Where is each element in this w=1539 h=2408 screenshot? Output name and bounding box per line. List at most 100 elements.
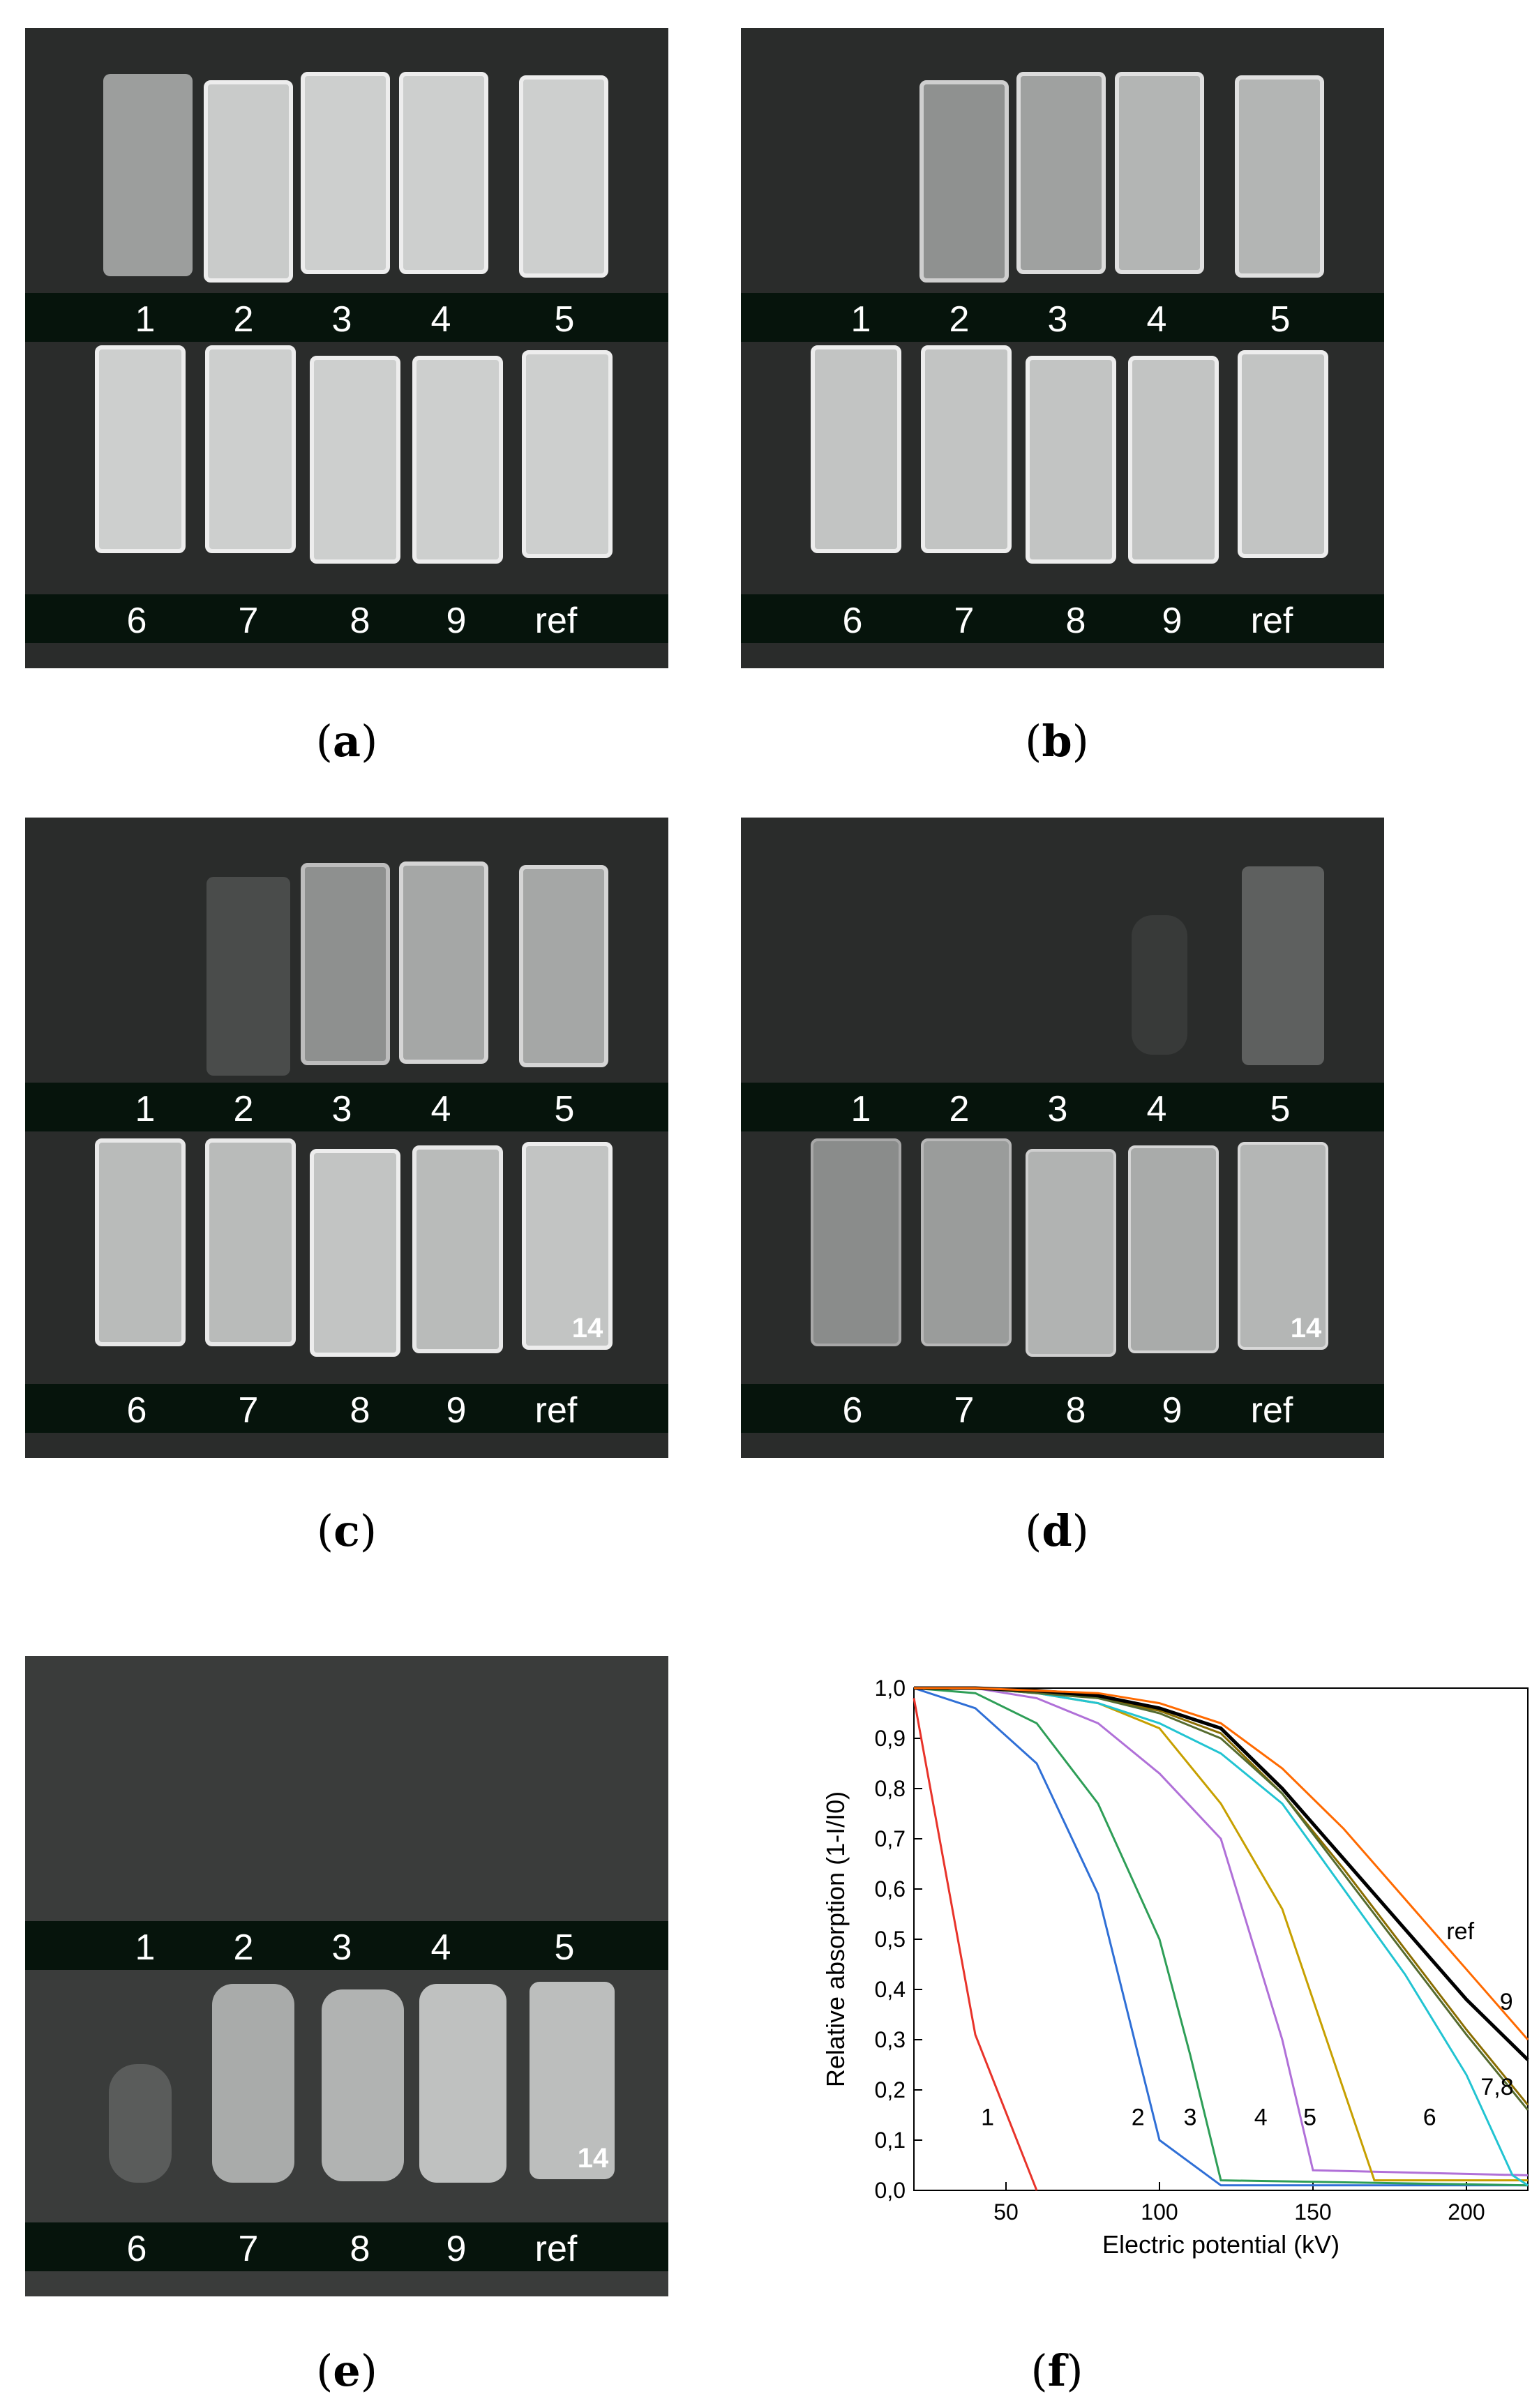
panel-b-image: 1 2 3 4 5 6 7 8 9 ref: [741, 28, 1384, 668]
label-2: 2: [233, 1089, 254, 1129]
absorption-chart: 50 100 150 200 0,0 0,1 0,2 0,3 0,4 0,5 0,6 0,7 0,8 0,…: [802, 1660, 1539, 2274]
label-9: 9: [446, 601, 467, 641]
y-tick-label: 0,0: [875, 2178, 906, 2203]
label-band-top: [25, 1083, 668, 1131]
y-tick-label: 0,3: [875, 2027, 906, 2052]
label-4: 4: [1146, 299, 1167, 340]
label-5: 5: [554, 1927, 575, 1968]
y-tick-label: 1,0: [875, 1676, 906, 1701]
label-5: 5: [1270, 299, 1291, 340]
series-label-3: 3: [1184, 2104, 1197, 2130]
label-3: 3: [331, 1927, 352, 1968]
label-ref: ref: [1250, 601, 1293, 641]
sample-7: [921, 345, 1012, 553]
sample-9: [419, 1984, 506, 2183]
sample-7: [205, 345, 296, 553]
x-tick-label: 100: [1141, 2199, 1178, 2225]
sample-5: [519, 865, 608, 1067]
series-label-2: 2: [1132, 2104, 1145, 2130]
sample-ref: [1238, 1142, 1328, 1350]
series-label-5: 5: [1303, 2104, 1316, 2130]
label-8: 8: [1065, 601, 1086, 641]
sample-8: [310, 356, 400, 564]
label-7: 7: [238, 2229, 259, 2269]
sample-8: [1026, 1149, 1116, 1357]
series-1-line: [913, 1698, 1038, 2191]
sample-ref: [522, 350, 613, 558]
series-label-9: 9: [1500, 1989, 1513, 2015]
sample-2: [204, 80, 293, 283]
series-label-6: 6: [1423, 2104, 1436, 2130]
label-ref: ref: [534, 2229, 578, 2269]
label-3: 3: [1047, 1089, 1068, 1129]
series-label-4: 4: [1254, 2104, 1268, 2130]
label-8: 8: [350, 601, 370, 641]
sample-2: [919, 80, 1009, 283]
series-label-ref: ref: [1446, 1918, 1474, 1945]
y-tick-label: 0,7: [875, 1826, 906, 1851]
label-1: 1: [135, 1089, 156, 1129]
series-ref-line: [914, 1687, 1529, 2040]
y-tick-label: 0,5: [875, 1927, 906, 1952]
sample-ref: [530, 1982, 615, 2179]
label-2: 2: [949, 299, 970, 340]
series-3-line: [913, 1687, 1529, 2187]
label-band-top: [741, 293, 1384, 342]
label-4: 4: [430, 299, 451, 340]
sample-7: [921, 1138, 1012, 1346]
label-6: 6: [842, 601, 863, 641]
y-tick-label: 0,2: [875, 2077, 906, 2102]
sample-7: [212, 1984, 294, 2183]
label-9: 9: [446, 2229, 467, 2269]
sample-5: [1242, 866, 1324, 1065]
label-4: 4: [1146, 1089, 1167, 1129]
series-8-line: [914, 1687, 1529, 2111]
series-label-1: 1: [981, 2104, 994, 2130]
sample-3: [301, 863, 390, 1065]
label-7: 7: [954, 601, 975, 641]
y-tick-label: 0,9: [875, 1726, 906, 1751]
panel-a-image: 1 2 3 4 5 6 7 8 9 ref: [25, 28, 668, 668]
label-7: 7: [238, 1390, 259, 1431]
sample-6: [95, 1138, 186, 1346]
series-2-line: [913, 1687, 1528, 2187]
label-ref: ref: [534, 1390, 578, 1431]
y-tick-label: 0,4: [875, 1977, 906, 2002]
label-band-top: [25, 293, 668, 342]
sample-2: [207, 877, 290, 1076]
label-band-top: [741, 1083, 1384, 1131]
sample-9: [1128, 356, 1219, 564]
label-9: 9: [1162, 1390, 1183, 1431]
caption-b: (b): [1025, 716, 1089, 767]
label-5: 5: [554, 299, 575, 340]
label-1: 1: [135, 1927, 156, 1968]
sample-5: [1235, 75, 1324, 278]
caption-a: (a): [315, 716, 378, 767]
label-band-top: [25, 1921, 668, 1970]
sample-6: [95, 345, 186, 553]
label-8: 8: [350, 2229, 370, 2269]
sample-5: [519, 75, 608, 278]
label-6: 6: [126, 601, 147, 641]
ref-marker: 14: [577, 2143, 609, 2174]
series-9-line: [914, 1686, 1529, 2061]
x-tick-label: 50: [993, 2199, 1019, 2225]
sample-6: [811, 345, 901, 553]
panel-d-image: 1 2 3 4 5 14 6 7 8 9 ref: [741, 818, 1384, 1458]
series-4-line: [914, 1687, 1529, 2176]
series-7-line: [914, 1687, 1529, 2106]
label-band-bottom: [741, 594, 1384, 643]
series-label-7-8: 7,8: [1480, 2074, 1513, 2100]
label-ref: ref: [1250, 1390, 1293, 1431]
sample-9: [1128, 1145, 1219, 1353]
sample-3: [301, 72, 390, 274]
label-1: 1: [850, 1089, 871, 1129]
label-3: 3: [331, 299, 352, 340]
caption-f: (f): [1030, 2345, 1083, 2396]
x-tick-label: 200: [1448, 2199, 1485, 2225]
label-4: 4: [430, 1927, 451, 1968]
label-2: 2: [949, 1089, 970, 1129]
sample-ref: [1238, 350, 1328, 558]
y-tick-label: 0,6: [875, 1876, 906, 1902]
sample-6: [109, 2064, 172, 2183]
